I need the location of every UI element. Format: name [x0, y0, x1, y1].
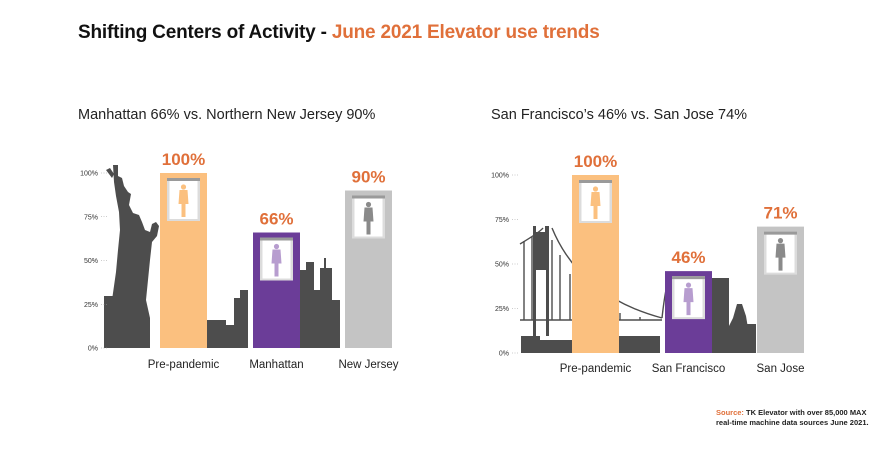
- person-head-icon: [685, 282, 692, 288]
- elevator-header-icon: [167, 178, 200, 181]
- chart-title: Shifting Centers of Activity - June 2021…: [78, 22, 600, 44]
- y-tick-label: 0%: [499, 351, 509, 358]
- person-body-icon: [775, 243, 786, 271]
- elevator-header-icon: [672, 276, 705, 280]
- person-body-icon: [271, 249, 282, 277]
- y-tick-label: 0%: [88, 346, 98, 353]
- person-icon: [363, 201, 374, 235]
- person-head-icon: [180, 184, 187, 190]
- source-label: Source:: [716, 408, 744, 417]
- person-body-icon: [590, 192, 601, 219]
- elevator-header-icon: [260, 237, 293, 241]
- data-label: 100%: [574, 152, 617, 171]
- statue-of-liberty-icon: [104, 165, 159, 348]
- person-head-icon: [273, 243, 280, 250]
- chart-2-san-francisco-vs-san-jose: 100% 75% 50% 25% 0% 100% Pre-pandemic 46% San Fr…: [491, 152, 804, 375]
- person-head-icon: [777, 238, 784, 244]
- person-icon: [683, 282, 694, 316]
- person-body-icon: [178, 190, 189, 217]
- data-label: 66%: [259, 210, 293, 229]
- person-head-icon: [365, 201, 372, 208]
- elevator-header-icon: [579, 180, 612, 183]
- x-tick-label: New Jersey: [338, 359, 398, 371]
- person-icon: [775, 238, 786, 271]
- data-label: 46%: [671, 248, 705, 267]
- data-label: 71%: [763, 204, 797, 223]
- y-tick-label: 100%: [491, 173, 509, 180]
- elevator-header-icon: [352, 195, 385, 199]
- y-tick-label: 100%: [80, 171, 98, 178]
- elevator-header-icon: [764, 231, 797, 235]
- source-text: TK Elevator with over 85,000 MAX real-ti…: [716, 408, 869, 427]
- y-tick-label: 50%: [495, 262, 509, 269]
- bar-san-francisco: [665, 271, 712, 353]
- bar-new-jersey: [345, 190, 392, 348]
- person-icon: [590, 186, 601, 219]
- san-francisco-skyline-icon: [521, 226, 756, 353]
- data-label: 90%: [351, 168, 385, 187]
- y-tick-label: 75%: [84, 214, 98, 221]
- y-tick-label: 25%: [84, 302, 98, 309]
- manhattan-skyline-icon: [206, 258, 340, 348]
- person-icon: [178, 184, 189, 217]
- title-accent: June 2021 Elevator use trends: [331, 22, 600, 43]
- y-tick-label: 50%: [84, 258, 98, 265]
- chart-1-subtitle: Manhattan 66% vs. Northern New Jersey 90…: [78, 107, 376, 123]
- title-main: Shifting Centers of Activity -: [78, 22, 332, 43]
- person-icon: [271, 243, 282, 277]
- source-note: Source: TK Elevator with over 85,000 MAX…: [716, 408, 876, 428]
- chart-2-subtitle: San Francisco’s 46% vs. San Jose 74%: [491, 107, 748, 123]
- bar-manhattan: [253, 232, 300, 348]
- x-tick-label: Manhattan: [249, 359, 303, 371]
- person-body-icon: [363, 207, 374, 235]
- y-tick-label: 25%: [495, 306, 509, 313]
- chart-1-manhattan-vs-new-jersey: 100% 75% 50% 25% 0% 100% Pre-pandemic 66% Manhat…: [80, 150, 399, 371]
- x-tick-label: Pre-pandemic: [148, 359, 220, 371]
- person-head-icon: [592, 186, 599, 192]
- bar-pre-pandemic: [160, 173, 207, 348]
- person-body-icon: [683, 288, 694, 316]
- bar-san-jose: [757, 226, 804, 353]
- data-label: 100%: [162, 150, 205, 169]
- x-tick-label: San Francisco: [652, 363, 726, 375]
- bar-pre-pandemic: [572, 175, 619, 353]
- x-tick-label: Pre-pandemic: [560, 363, 632, 375]
- x-tick-label: San Jose: [757, 363, 805, 375]
- y-tick-label: 75%: [495, 217, 509, 224]
